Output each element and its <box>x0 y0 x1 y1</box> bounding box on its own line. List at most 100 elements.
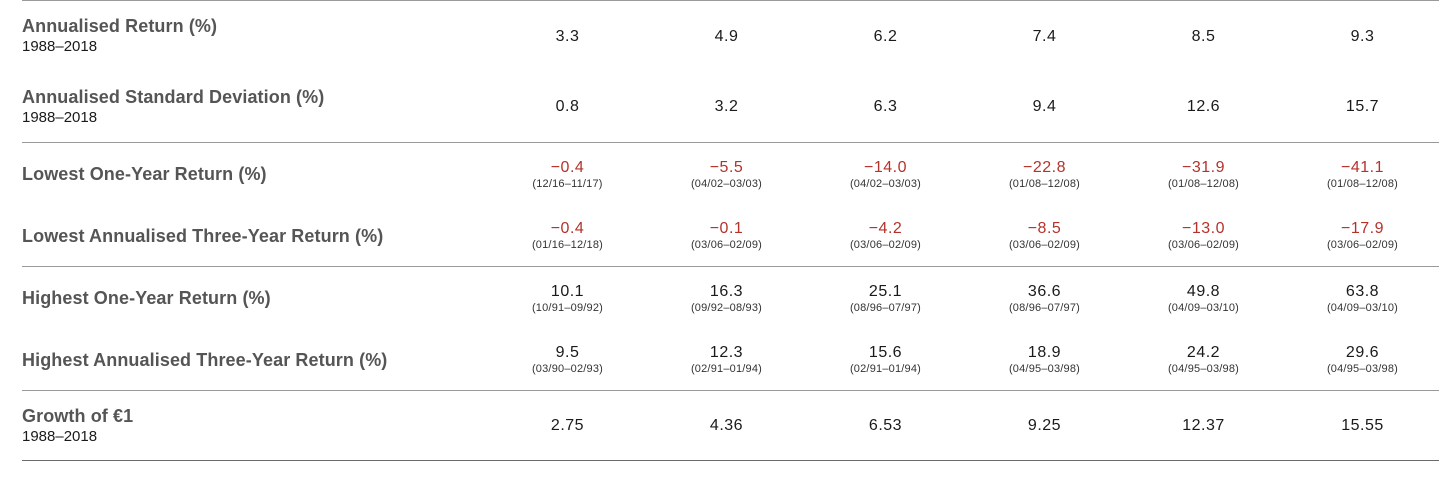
period: (08/96–07/97) <box>1008 301 1081 314</box>
value: 24.2 <box>1186 344 1221 361</box>
value: 12.3 <box>709 344 744 361</box>
row-label-title: Highest One-Year Return (%) <box>22 288 271 308</box>
value: 12.6 <box>1186 98 1221 115</box>
period: (01/08–12/08) <box>1167 177 1240 190</box>
value: 9.4 <box>1032 98 1057 115</box>
row-label: Lowest Annualised Three-Year Return (%) <box>22 225 480 247</box>
period: (04/02–03/03) <box>849 177 922 190</box>
row-label: Growth of €1 1988–2018 <box>22 405 480 447</box>
value: −41.1 <box>1341 158 1384 176</box>
table-row: Annualised Standard Deviation (%) 1988–2… <box>22 71 1439 142</box>
value-cell: 4.9 <box>647 27 806 46</box>
period: (01/08–12/08) <box>1008 177 1081 190</box>
value: 9.5 <box>555 344 580 361</box>
period: (03/06–02/09) <box>849 239 922 251</box>
row-label-title: Lowest One-Year Return (%) <box>22 164 267 184</box>
value-cell: −0.1 (03/06–02/09) <box>647 219 806 252</box>
period: (03/06–02/09) <box>1008 239 1081 251</box>
period: (04/09–03/10) <box>1326 301 1399 314</box>
row-label-period: 1988–2018 <box>22 108 98 126</box>
table-row: Highest Annualised Three-Year Return (%)… <box>22 329 1439 390</box>
value-cell: 12.37 <box>1124 416 1283 435</box>
value-cell: 9.4 <box>965 97 1124 116</box>
value: −0.4 <box>550 158 585 176</box>
row-values: 9.5 (03/90–02/93) 12.3 (02/91–01/94) 15.6 (… <box>480 343 1439 376</box>
period: (02/91–01/94) <box>849 363 922 375</box>
row-label: Lowest One-Year Return (%) <box>22 163 480 185</box>
row-label-title: Lowest Annualised Three-Year Return (%) <box>22 225 384 246</box>
value-cell: 7.4 <box>965 27 1124 46</box>
value-cell: 3.2 <box>647 97 806 116</box>
value-cell: −5.5 (04/02–03/03) <box>647 158 806 191</box>
value: 8.5 <box>1191 27 1216 45</box>
row-label-title: Highest Annualised Three-Year Return (%) <box>22 349 388 370</box>
value-cell: 6.3 <box>806 97 965 116</box>
period: (09/92–08/93) <box>690 301 763 314</box>
value: 29.6 <box>1345 344 1380 361</box>
period: (12/16–11/17) <box>532 177 603 190</box>
row-label-period: 1988–2018 <box>22 38 98 55</box>
value: −4.2 <box>868 220 903 237</box>
group-growth: Growth of €1 1988–2018 2.75 4.36 6.53 9.… <box>22 390 1439 461</box>
row-values: 3.3 4.9 6.2 7.4 8.5 9.3 <box>480 27 1439 46</box>
row-values: 2.75 4.36 6.53 9.25 12.37 15.55 <box>480 416 1439 435</box>
value-cell: 15.7 <box>1283 97 1439 116</box>
value: 6.53 <box>868 417 903 434</box>
value: 4.36 <box>709 417 744 434</box>
value-cell: −0.4 (01/16–12/18) <box>488 219 647 252</box>
row-label-period: 1988–2018 <box>22 427 98 445</box>
period: (04/95–03/98) <box>1326 363 1399 375</box>
row-label: Annualised Return (%) 1988–2018 <box>22 15 480 57</box>
value: −31.9 <box>1182 158 1225 176</box>
value-cell: −41.1 (01/08–12/08) <box>1283 158 1439 191</box>
period: (02/91–01/94) <box>690 363 763 375</box>
value-cell: 49.8 (04/09–03/10) <box>1124 282 1283 315</box>
value-cell: 0.8 <box>488 97 647 116</box>
value: 25.1 <box>868 282 903 300</box>
value: −22.8 <box>1023 158 1066 176</box>
value-cell: 4.36 <box>647 416 806 435</box>
value-cell: 9.3 <box>1283 27 1439 46</box>
period: (03/06–02/09) <box>690 239 763 251</box>
row-values: −0.4 (12/16–11/17) −5.5 (04/02–03/03) −14.… <box>480 158 1439 191</box>
value-cell: 15.6 (02/91–01/94) <box>806 343 965 376</box>
period: (01/08–12/08) <box>1326 177 1399 190</box>
value: 18.9 <box>1027 344 1062 361</box>
value-cell: −8.5 (03/06–02/09) <box>965 219 1124 252</box>
value-cell: −31.9 (01/08–12/08) <box>1124 158 1283 191</box>
row-values: −0.4 (01/16–12/18) −0.1 (03/06–02/09) −4.2… <box>480 219 1439 252</box>
value: 9.25 <box>1027 417 1062 434</box>
row-label: Highest One-Year Return (%) <box>22 287 480 309</box>
value-cell: −14.0 (04/02–03/03) <box>806 158 965 191</box>
period: (04/95–03/98) <box>1167 363 1240 375</box>
row-label: Annualised Standard Deviation (%) 1988–2… <box>22 86 480 128</box>
value: 6.2 <box>873 27 898 45</box>
value: 10.1 <box>550 282 585 300</box>
value-cell: 12.6 <box>1124 97 1283 116</box>
period: (04/95–03/98) <box>1008 363 1081 375</box>
row-values: 0.8 3.2 6.3 9.4 12.6 15.7 <box>480 97 1439 116</box>
value: −17.9 <box>1341 220 1384 237</box>
table-row: Growth of €1 1988–2018 2.75 4.36 6.53 9.… <box>22 391 1439 460</box>
value-cell: −22.8 (01/08–12/08) <box>965 158 1124 191</box>
returns-table: Annualised Return (%) 1988–2018 3.3 4.9 … <box>22 0 1439 461</box>
value-cell: −0.4 (12/16–11/17) <box>488 158 647 191</box>
period: (03/06–02/09) <box>1326 239 1399 251</box>
period: (04/09–03/10) <box>1167 301 1240 314</box>
value: 7.4 <box>1032 27 1057 45</box>
value-cell: 9.5 (03/90–02/93) <box>488 343 647 376</box>
table-row: Highest One-Year Return (%) 10.1 (10/91–0… <box>22 267 1439 329</box>
value: 3.3 <box>555 27 580 45</box>
value-cell: 12.3 (02/91–01/94) <box>647 343 806 376</box>
period: (03/06–02/09) <box>1167 239 1240 251</box>
value-cell: 6.53 <box>806 416 965 435</box>
value-cell: 8.5 <box>1124 27 1283 46</box>
group-lowest-returns: Lowest One-Year Return (%) −0.4 (12/16–11… <box>22 142 1439 266</box>
period: (03/90–02/93) <box>531 363 604 375</box>
period: (01/16–12/18) <box>531 239 604 251</box>
value: 0.8 <box>555 98 580 115</box>
value-cell: −17.9 (03/06–02/09) <box>1283 219 1439 252</box>
value-cell: 25.1 (08/96–07/97) <box>806 282 965 315</box>
value-cell: 63.8 (04/09–03/10) <box>1283 282 1439 315</box>
row-label-title: Growth of €1 <box>22 405 134 426</box>
